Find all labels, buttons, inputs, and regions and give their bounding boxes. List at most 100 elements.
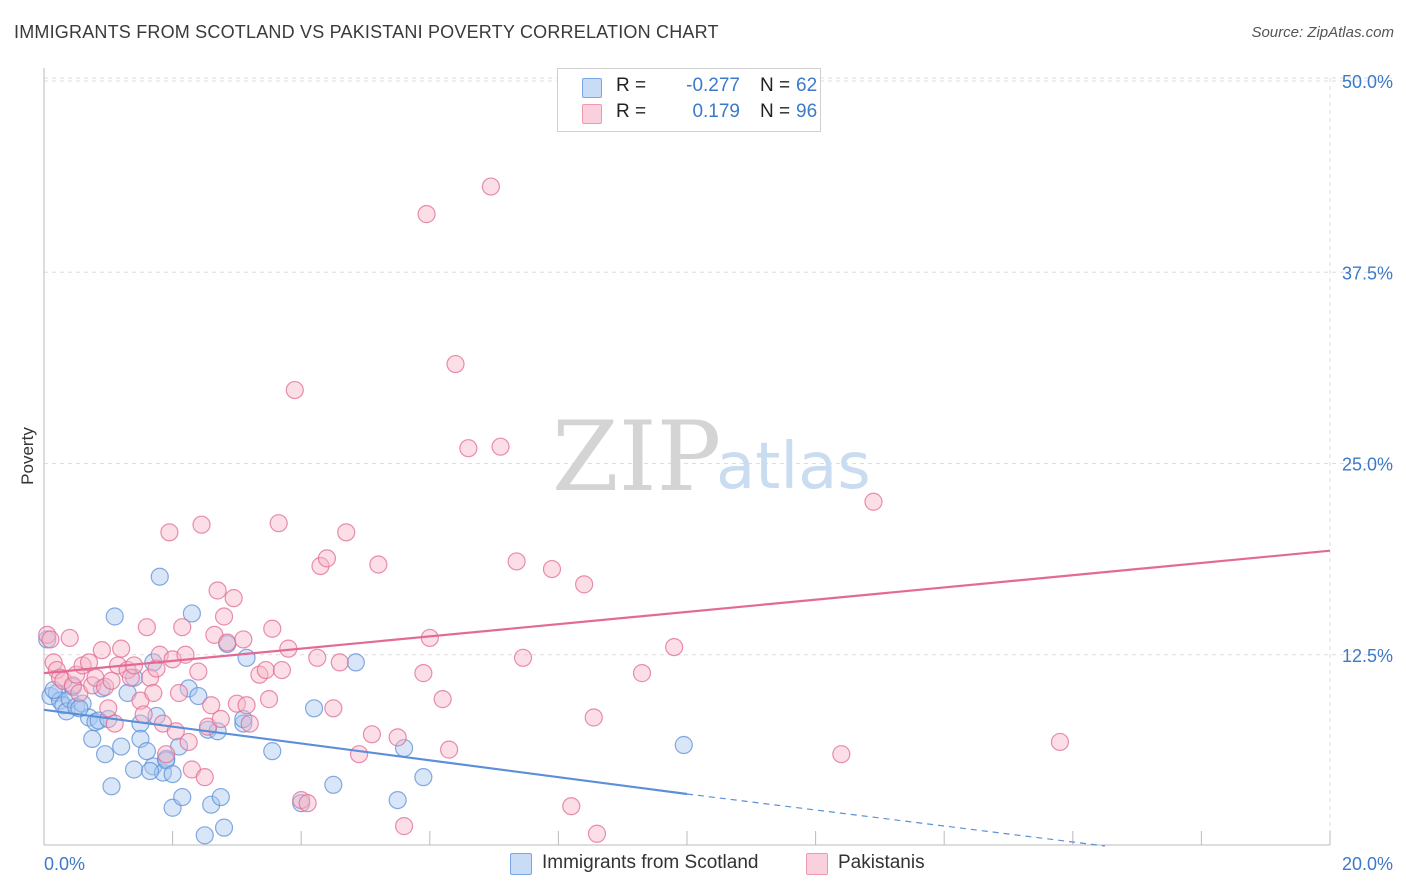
data-point — [202, 795, 221, 814]
data-point — [234, 630, 253, 649]
data-point — [349, 745, 369, 764]
data-point — [414, 768, 433, 787]
data-point — [250, 665, 269, 684]
stats-r-value: -0.277 — [686, 75, 740, 96]
trend-line-scotland-extension — [686, 793, 1106, 847]
data-point — [665, 637, 684, 657]
data-point — [218, 633, 237, 652]
data-point — [324, 775, 343, 794]
data-point — [234, 714, 253, 733]
stats-swatch-pakistanis — [582, 104, 602, 124]
stats-r-label: R = — [616, 75, 647, 96]
data-point — [157, 745, 176, 764]
y-tick-label: 12.5% — [1342, 646, 1393, 666]
data-point — [324, 699, 343, 718]
data-point — [99, 699, 118, 718]
data-point — [95, 745, 115, 764]
watermark: ZIP atlas — [552, 401, 871, 513]
y-axis-title: Poverty — [18, 427, 37, 485]
data-point — [542, 559, 562, 579]
legend-swatch-scotland — [510, 853, 532, 875]
stats-n-label: N = — [760, 75, 791, 96]
stats-n-label: N = — [760, 101, 791, 122]
data-point — [584, 708, 603, 727]
data-point — [308, 648, 327, 667]
watermark-atlas: atlas — [716, 430, 871, 504]
stats-n-value: 96 — [796, 101, 818, 122]
legend-label-pakistanis: Pakistanis — [838, 852, 925, 873]
data-point — [491, 437, 510, 456]
data-point — [214, 607, 234, 626]
data-point — [298, 794, 317, 813]
trend-line-scotland — [43, 708, 688, 796]
data-point — [211, 787, 230, 807]
data-point — [864, 492, 883, 511]
data-point — [195, 826, 214, 845]
data-point — [160, 523, 179, 542]
data-point — [362, 725, 382, 744]
data-point — [237, 648, 256, 667]
series-pakistanis — [38, 177, 1070, 843]
data-point — [224, 589, 243, 608]
data-point — [263, 619, 282, 638]
data-point — [112, 639, 131, 658]
data-point — [507, 552, 526, 571]
data-point — [259, 690, 279, 709]
data-point — [41, 630, 60, 649]
data-point — [337, 523, 356, 542]
data-point — [211, 709, 230, 729]
chart-title: IMMIGRANTS FROM SCOTLAND VS PAKISTANI PO… — [14, 22, 719, 42]
data-point — [189, 686, 208, 706]
data-point — [394, 817, 414, 836]
data-point — [102, 777, 121, 796]
data-point — [163, 764, 182, 784]
data-point — [439, 740, 459, 759]
data-point — [144, 683, 163, 703]
data-point — [459, 439, 478, 458]
y-tick-label: 37.5% — [1342, 263, 1393, 283]
data-point — [202, 696, 221, 715]
stats-n-value: 62 — [796, 75, 818, 96]
trend-line-pakistanis — [43, 549, 1331, 675]
data-point — [70, 699, 89, 718]
data-point — [446, 354, 465, 374]
data-point — [304, 699, 324, 718]
data-point — [263, 742, 282, 761]
data-point — [60, 628, 79, 648]
data-point — [433, 690, 452, 709]
source-credit: Source: ZipAtlas.com — [1251, 24, 1394, 41]
stats-box: R = -0.277 N = 62 R = 0.179 N = 96 — [557, 68, 821, 132]
data-point — [92, 641, 111, 660]
data-point — [417, 205, 436, 224]
data-point — [346, 653, 365, 672]
legend-swatch-pakistanis — [806, 853, 828, 875]
data-point — [1050, 732, 1070, 752]
data-point — [388, 728, 407, 747]
data-point — [179, 732, 198, 752]
data-point — [192, 515, 211, 534]
data-point — [317, 549, 337, 568]
data-point — [632, 664, 652, 683]
data-point — [150, 567, 169, 586]
data-point — [195, 768, 214, 787]
data-point — [481, 177, 500, 196]
stats-swatch-scotland — [582, 78, 602, 98]
data-point — [137, 618, 156, 637]
data-point — [587, 824, 607, 843]
data-point — [388, 790, 407, 810]
data-point — [269, 514, 288, 533]
data-point — [112, 737, 131, 756]
y-tick-label: 25.0% — [1342, 455, 1393, 475]
data-point — [179, 679, 198, 698]
data-point — [137, 742, 156, 761]
tick-labels: 12.5% 25.0% 37.5% 50.0% 0.0% 20.0% — [44, 72, 1393, 874]
data-point — [102, 671, 121, 690]
data-point — [147, 659, 166, 678]
data-point — [182, 604, 201, 623]
data-point — [256, 660, 275, 680]
data-point — [173, 618, 192, 637]
data-point — [272, 660, 292, 680]
series-scotland — [38, 567, 693, 845]
legend-label-scotland: Immigrants from Scotland — [542, 852, 759, 873]
data-point — [414, 664, 433, 683]
